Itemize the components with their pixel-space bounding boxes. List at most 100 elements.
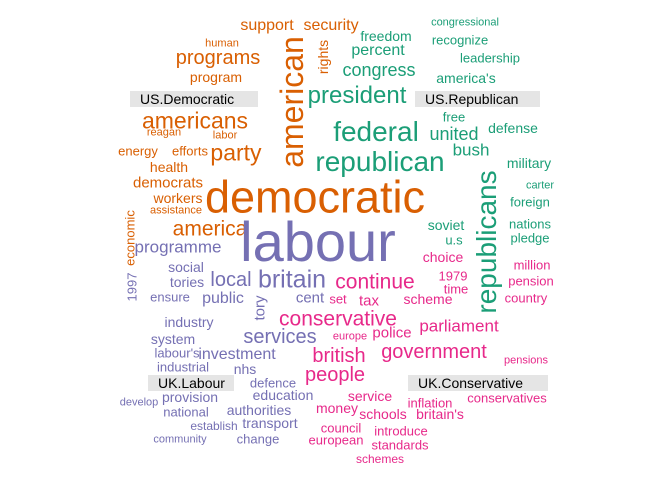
word-uk-labour: authorities bbox=[226, 402, 292, 418]
word-uk-conservative: introduce bbox=[374, 423, 428, 439]
word-us-republican: leadership bbox=[460, 50, 520, 66]
word-us-republican: free bbox=[442, 109, 466, 125]
word-uk-conservative: set bbox=[329, 291, 347, 307]
word-us-republican: congressional bbox=[431, 16, 499, 29]
word-us-democratic: democratic bbox=[204, 171, 426, 223]
word-us-republican: america's bbox=[436, 70, 496, 86]
word-us-republican: soviet bbox=[427, 217, 465, 233]
word-uk-conservative: conservative bbox=[279, 307, 397, 331]
word-uk-conservative: parliament bbox=[419, 316, 499, 336]
word-uk-labour: education bbox=[252, 387, 314, 403]
word-us-republican: freedom bbox=[360, 28, 412, 44]
word-uk-labour: services bbox=[243, 326, 317, 348]
word-uk-labour: cent bbox=[295, 289, 325, 307]
word-uk-labour: labour's bbox=[154, 345, 200, 361]
word-uk-conservative: money bbox=[315, 400, 359, 416]
word-uk-conservative: scheme bbox=[403, 291, 453, 307]
word-us-republican: foreign bbox=[510, 194, 550, 210]
word-us-republican: united bbox=[429, 124, 479, 144]
word-uk-conservative: schools bbox=[359, 406, 407, 422]
group-label-uk-labour: UK.Labour bbox=[148, 375, 234, 391]
word-us-democratic: programs bbox=[175, 47, 261, 69]
group-label-us-democratic: US.Democratic bbox=[130, 91, 258, 107]
group-label-us-republican: US.Republican bbox=[415, 91, 540, 107]
word-uk-labour: tories bbox=[169, 274, 205, 290]
word-uk-labour: transport bbox=[242, 415, 298, 431]
word-uk-conservative: europe bbox=[332, 330, 368, 343]
word-uk-conservative: police bbox=[372, 324, 412, 342]
word-uk-conservative: british bbox=[312, 345, 366, 367]
word-us-republican: federal bbox=[333, 116, 419, 147]
word-us-democratic: labor bbox=[212, 129, 238, 142]
word-uk-conservative: government bbox=[381, 341, 487, 363]
word-uk-labour: investment bbox=[198, 346, 276, 363]
word-uk-labour: britain bbox=[257, 265, 327, 294]
word-uk-conservative: council bbox=[320, 420, 362, 436]
word-us-republican: congress bbox=[342, 60, 416, 80]
word-us-republican: republicans bbox=[471, 170, 502, 314]
word-us-democratic: health bbox=[149, 159, 189, 175]
word-us-democratic: support bbox=[240, 17, 294, 34]
word-us-democratic: democrats bbox=[132, 174, 204, 192]
word-uk-labour: ensure bbox=[150, 289, 190, 305]
word-us-republican: pledge bbox=[510, 230, 550, 246]
word-us-democratic: efforts bbox=[172, 143, 208, 159]
word-uk-conservative: country bbox=[504, 290, 548, 306]
word-uk-conservative: people bbox=[304, 364, 366, 386]
word-uk-labour: establish bbox=[190, 419, 238, 433]
word-uk-conservative: conservatives bbox=[467, 390, 547, 406]
word-uk-conservative: time bbox=[443, 281, 469, 297]
word-us-democratic: security bbox=[303, 17, 359, 34]
word-uk-conservative: pension bbox=[508, 273, 554, 289]
group-label-uk-conservative: UK.Conservative bbox=[408, 375, 548, 391]
word-us-democratic: party bbox=[210, 139, 262, 166]
word-us-democratic: workers bbox=[153, 190, 203, 206]
word-uk-labour: public bbox=[202, 290, 244, 307]
word-uk-labour: social bbox=[168, 259, 204, 275]
word-uk-conservative: choice bbox=[422, 249, 464, 265]
word-us-republican: carter bbox=[525, 179, 555, 192]
word-us-republican: military bbox=[506, 155, 552, 171]
word-us-republican: republican bbox=[315, 146, 445, 177]
word-us-republican: recognize bbox=[431, 32, 489, 48]
word-us-democratic: reagan bbox=[146, 126, 182, 139]
word-us-republican: u.s bbox=[445, 232, 463, 248]
word-uk-conservative: tax bbox=[358, 292, 380, 310]
word-us-democratic: energy bbox=[118, 143, 158, 159]
word-uk-labour: defence bbox=[249, 375, 297, 391]
word-us-republican: president bbox=[307, 82, 407, 109]
word-uk-conservative: pensions bbox=[503, 354, 549, 367]
word-us-republican: nations bbox=[509, 216, 551, 232]
word-uk-labour: national bbox=[163, 404, 209, 420]
word-uk-labour: industrial bbox=[156, 359, 210, 375]
word-us-democratic: american bbox=[274, 36, 310, 168]
word-us-democratic: human bbox=[205, 37, 239, 50]
word-uk-conservative: inflation bbox=[407, 395, 453, 411]
word-us-democratic: assistance bbox=[150, 204, 202, 217]
word-us-republican: bush bbox=[452, 140, 490, 160]
word-uk-labour: develop bbox=[119, 396, 159, 409]
word-uk-conservative: european bbox=[308, 432, 364, 448]
word-uk-conservative: million bbox=[513, 257, 551, 273]
word-uk-labour: industry bbox=[164, 314, 214, 330]
word-us-democratic: america bbox=[172, 217, 248, 241]
word-uk-conservative: britain's bbox=[416, 406, 464, 422]
word-uk-labour: labour bbox=[240, 210, 396, 273]
word-us-republican: defense bbox=[488, 120, 538, 136]
word-uk-conservative: service bbox=[347, 388, 393, 404]
word-uk-labour: change bbox=[236, 431, 280, 447]
word-us-democratic: rights bbox=[315, 39, 331, 75]
word-uk-conservative: standards bbox=[371, 437, 429, 453]
word-us-democratic: americans bbox=[141, 107, 249, 134]
word-uk-conservative: continue bbox=[335, 270, 415, 294]
word-uk-labour: local bbox=[210, 269, 252, 291]
word-us-republican: percent bbox=[351, 42, 405, 59]
word-us-democratic: program bbox=[189, 69, 243, 85]
word-uk-labour: programme bbox=[134, 237, 222, 257]
word-uk-labour: 1997 bbox=[124, 272, 140, 302]
word-uk-labour: provision bbox=[161, 389, 219, 405]
word-uk-labour: system bbox=[150, 331, 196, 347]
word-uk-labour: tory bbox=[251, 295, 269, 321]
word-uk-labour: community bbox=[153, 433, 207, 446]
